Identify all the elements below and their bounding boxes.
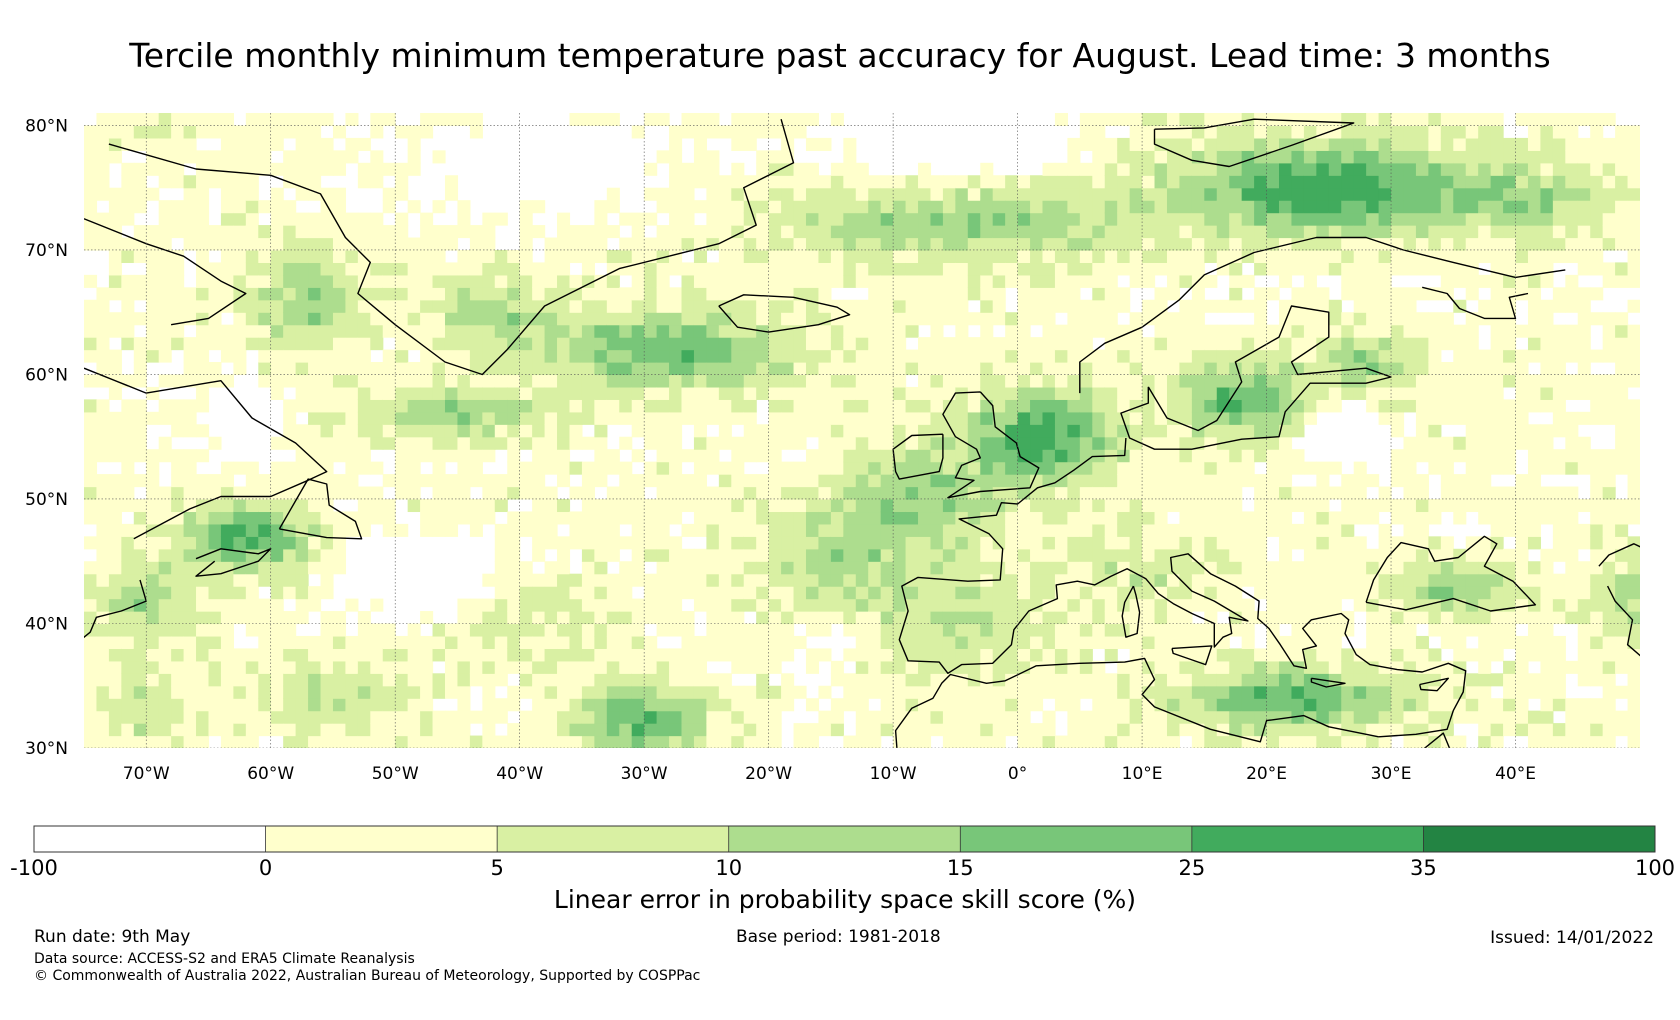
lon-tick-label: 30°E: [1371, 764, 1412, 784]
britain-coast: [942, 391, 1040, 499]
colorbar-segment: [960, 826, 1193, 852]
colorbar-tick-label: 0: [259, 856, 272, 880]
lon-tick-label: 60°W: [247, 764, 294, 784]
lon-tick-label: 10°W: [870, 764, 917, 784]
lon-tick-label: 20°E: [1246, 764, 1287, 784]
greenland-coast: [108, 119, 795, 376]
sicily-coast: [1171, 645, 1213, 666]
colorbar-title: Linear error in probability space skill …: [554, 885, 1136, 914]
nova-scotia-coast: [195, 548, 272, 577]
colorbar-tick-label: -100: [10, 856, 58, 880]
colorbar-tick-label: 100: [1635, 856, 1675, 880]
colorbar-tick-label: 10: [715, 856, 742, 880]
scandinavia-coast: [1079, 236, 1566, 394]
lon-tick-label: 30°W: [621, 764, 668, 784]
lon-tick-label: 50°W: [372, 764, 419, 784]
lat-tick-label: 40°N: [25, 614, 68, 634]
colorbar-segment: [265, 826, 498, 852]
colorbar-segment: [34, 826, 267, 852]
lat-tick-label: 30°N: [25, 739, 68, 759]
gridlines: [84, 113, 1640, 748]
lon-tick-label: 40°W: [496, 764, 543, 784]
us-east-coast: [84, 579, 147, 639]
colorbar-tick-label: 15: [947, 856, 974, 880]
west-europe-coast: [898, 437, 1467, 738]
lat-tick-label: 70°N: [25, 241, 68, 261]
colorbar-segment: [497, 826, 730, 852]
crete-coast: [1310, 677, 1346, 688]
lon-tick-label: 40°E: [1495, 764, 1536, 784]
colorbar-tick-label: 25: [1178, 856, 1205, 880]
iceland-coast: [718, 294, 851, 333]
lon-tick-label: 0°: [1008, 764, 1027, 784]
ireland-coast: [892, 433, 944, 480]
copyright: © Commonwealth of Australia 2022, Austra…: [34, 968, 701, 984]
skill-field: [84, 113, 1640, 748]
lon-tick-label: 10°E: [1122, 764, 1163, 784]
issued-date: Issued: 14/01/2022: [1490, 928, 1654, 948]
map-title: Tercile monthly minimum temperature past…: [129, 36, 1551, 75]
newfoundland-coast: [278, 478, 363, 540]
red-sea-coast: [1420, 732, 1454, 748]
colorbar-tick-label: 5: [490, 856, 503, 880]
lat-tick-label: 80°N: [25, 116, 68, 136]
lat-axis: 80°N 70°N 60°N 50°N 40°N 30°N: [25, 116, 68, 759]
labrador-coast: [84, 367, 328, 540]
caspian-coast: [1598, 543, 1640, 657]
lon-axis: 70°W 60°W 50°W 40°W 30°W 20°W 10°W 0° 10°E 20°E 30…: [123, 764, 1536, 784]
base-period: Base period: 1981-2018: [736, 927, 941, 947]
data-source: Data source: ACCESS-S2 and ERA5 Climate …: [34, 951, 415, 967]
colorbar-segment: [1191, 826, 1424, 852]
svalbard-coast: [1153, 118, 1355, 168]
white-sea-coast: [1422, 286, 1529, 320]
corsica-sardinia-coast: [1121, 585, 1141, 638]
lat-tick-label: 60°N: [25, 365, 68, 385]
colorbar-tick-label: 35: [1410, 856, 1437, 880]
lon-tick-label: 70°W: [123, 764, 170, 784]
colorbar: -100 0 5 10 15 25 35 100: [10, 825, 1675, 880]
run-date: Run date: 9th May: [34, 927, 191, 947]
black-sea-coast: [1365, 535, 1537, 612]
lon-tick-label: 20°W: [745, 764, 792, 784]
lat-tick-label: 50°N: [25, 490, 68, 510]
colorbar-frame: [33, 825, 1656, 853]
africa-coast: [894, 657, 1379, 748]
colorbar-segment: [728, 826, 961, 852]
cyprus-coast: [1419, 677, 1449, 692]
baltic-coast: [1120, 305, 1392, 450]
coastlines: [84, 118, 1640, 748]
colorbar-segment: [1423, 826, 1656, 852]
